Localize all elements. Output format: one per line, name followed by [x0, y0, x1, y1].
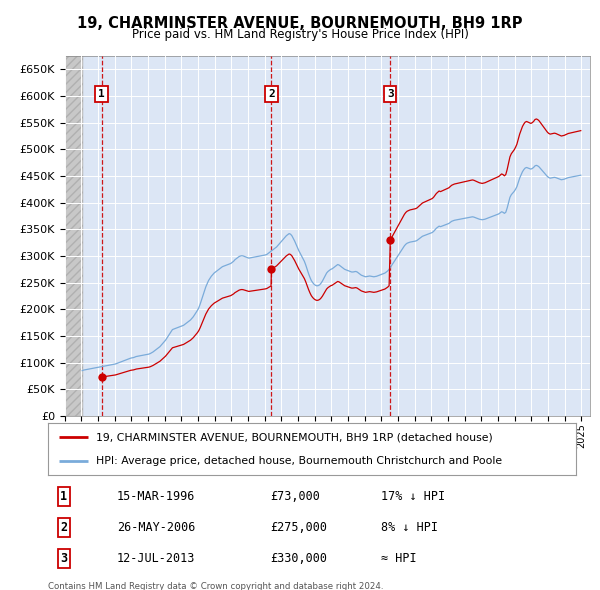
Text: 3: 3 [387, 89, 394, 99]
Text: Price paid vs. HM Land Registry's House Price Index (HPI): Price paid vs. HM Land Registry's House … [131, 28, 469, 41]
Text: 2: 2 [268, 89, 275, 99]
Text: 1: 1 [98, 89, 105, 99]
Text: 26-MAY-2006: 26-MAY-2006 [116, 521, 195, 534]
Text: £330,000: £330,000 [270, 552, 327, 565]
Text: 1: 1 [60, 490, 67, 503]
Text: 15-MAR-1996: 15-MAR-1996 [116, 490, 195, 503]
Text: £275,000: £275,000 [270, 521, 327, 534]
Text: 19, CHARMINSTER AVENUE, BOURNEMOUTH, BH9 1RP (detached house): 19, CHARMINSTER AVENUE, BOURNEMOUTH, BH9… [95, 432, 492, 442]
Text: HPI: Average price, detached house, Bournemouth Christchurch and Poole: HPI: Average price, detached house, Bour… [95, 456, 502, 466]
Bar [65, 56, 83, 416]
Text: 12-JUL-2013: 12-JUL-2013 [116, 552, 195, 565]
Text: 8% ↓ HPI: 8% ↓ HPI [380, 521, 437, 534]
Text: £73,000: £73,000 [270, 490, 320, 503]
Text: ≈ HPI: ≈ HPI [380, 552, 416, 565]
Text: Contains HM Land Registry data © Crown copyright and database right 2024.
This d: Contains HM Land Registry data © Crown c… [48, 582, 383, 590]
Text: 2: 2 [60, 521, 67, 534]
Text: 17% ↓ HPI: 17% ↓ HPI [380, 490, 445, 503]
Text: 3: 3 [60, 552, 67, 565]
Text: 19, CHARMINSTER AVENUE, BOURNEMOUTH, BH9 1RP: 19, CHARMINSTER AVENUE, BOURNEMOUTH, BH9… [77, 16, 523, 31]
